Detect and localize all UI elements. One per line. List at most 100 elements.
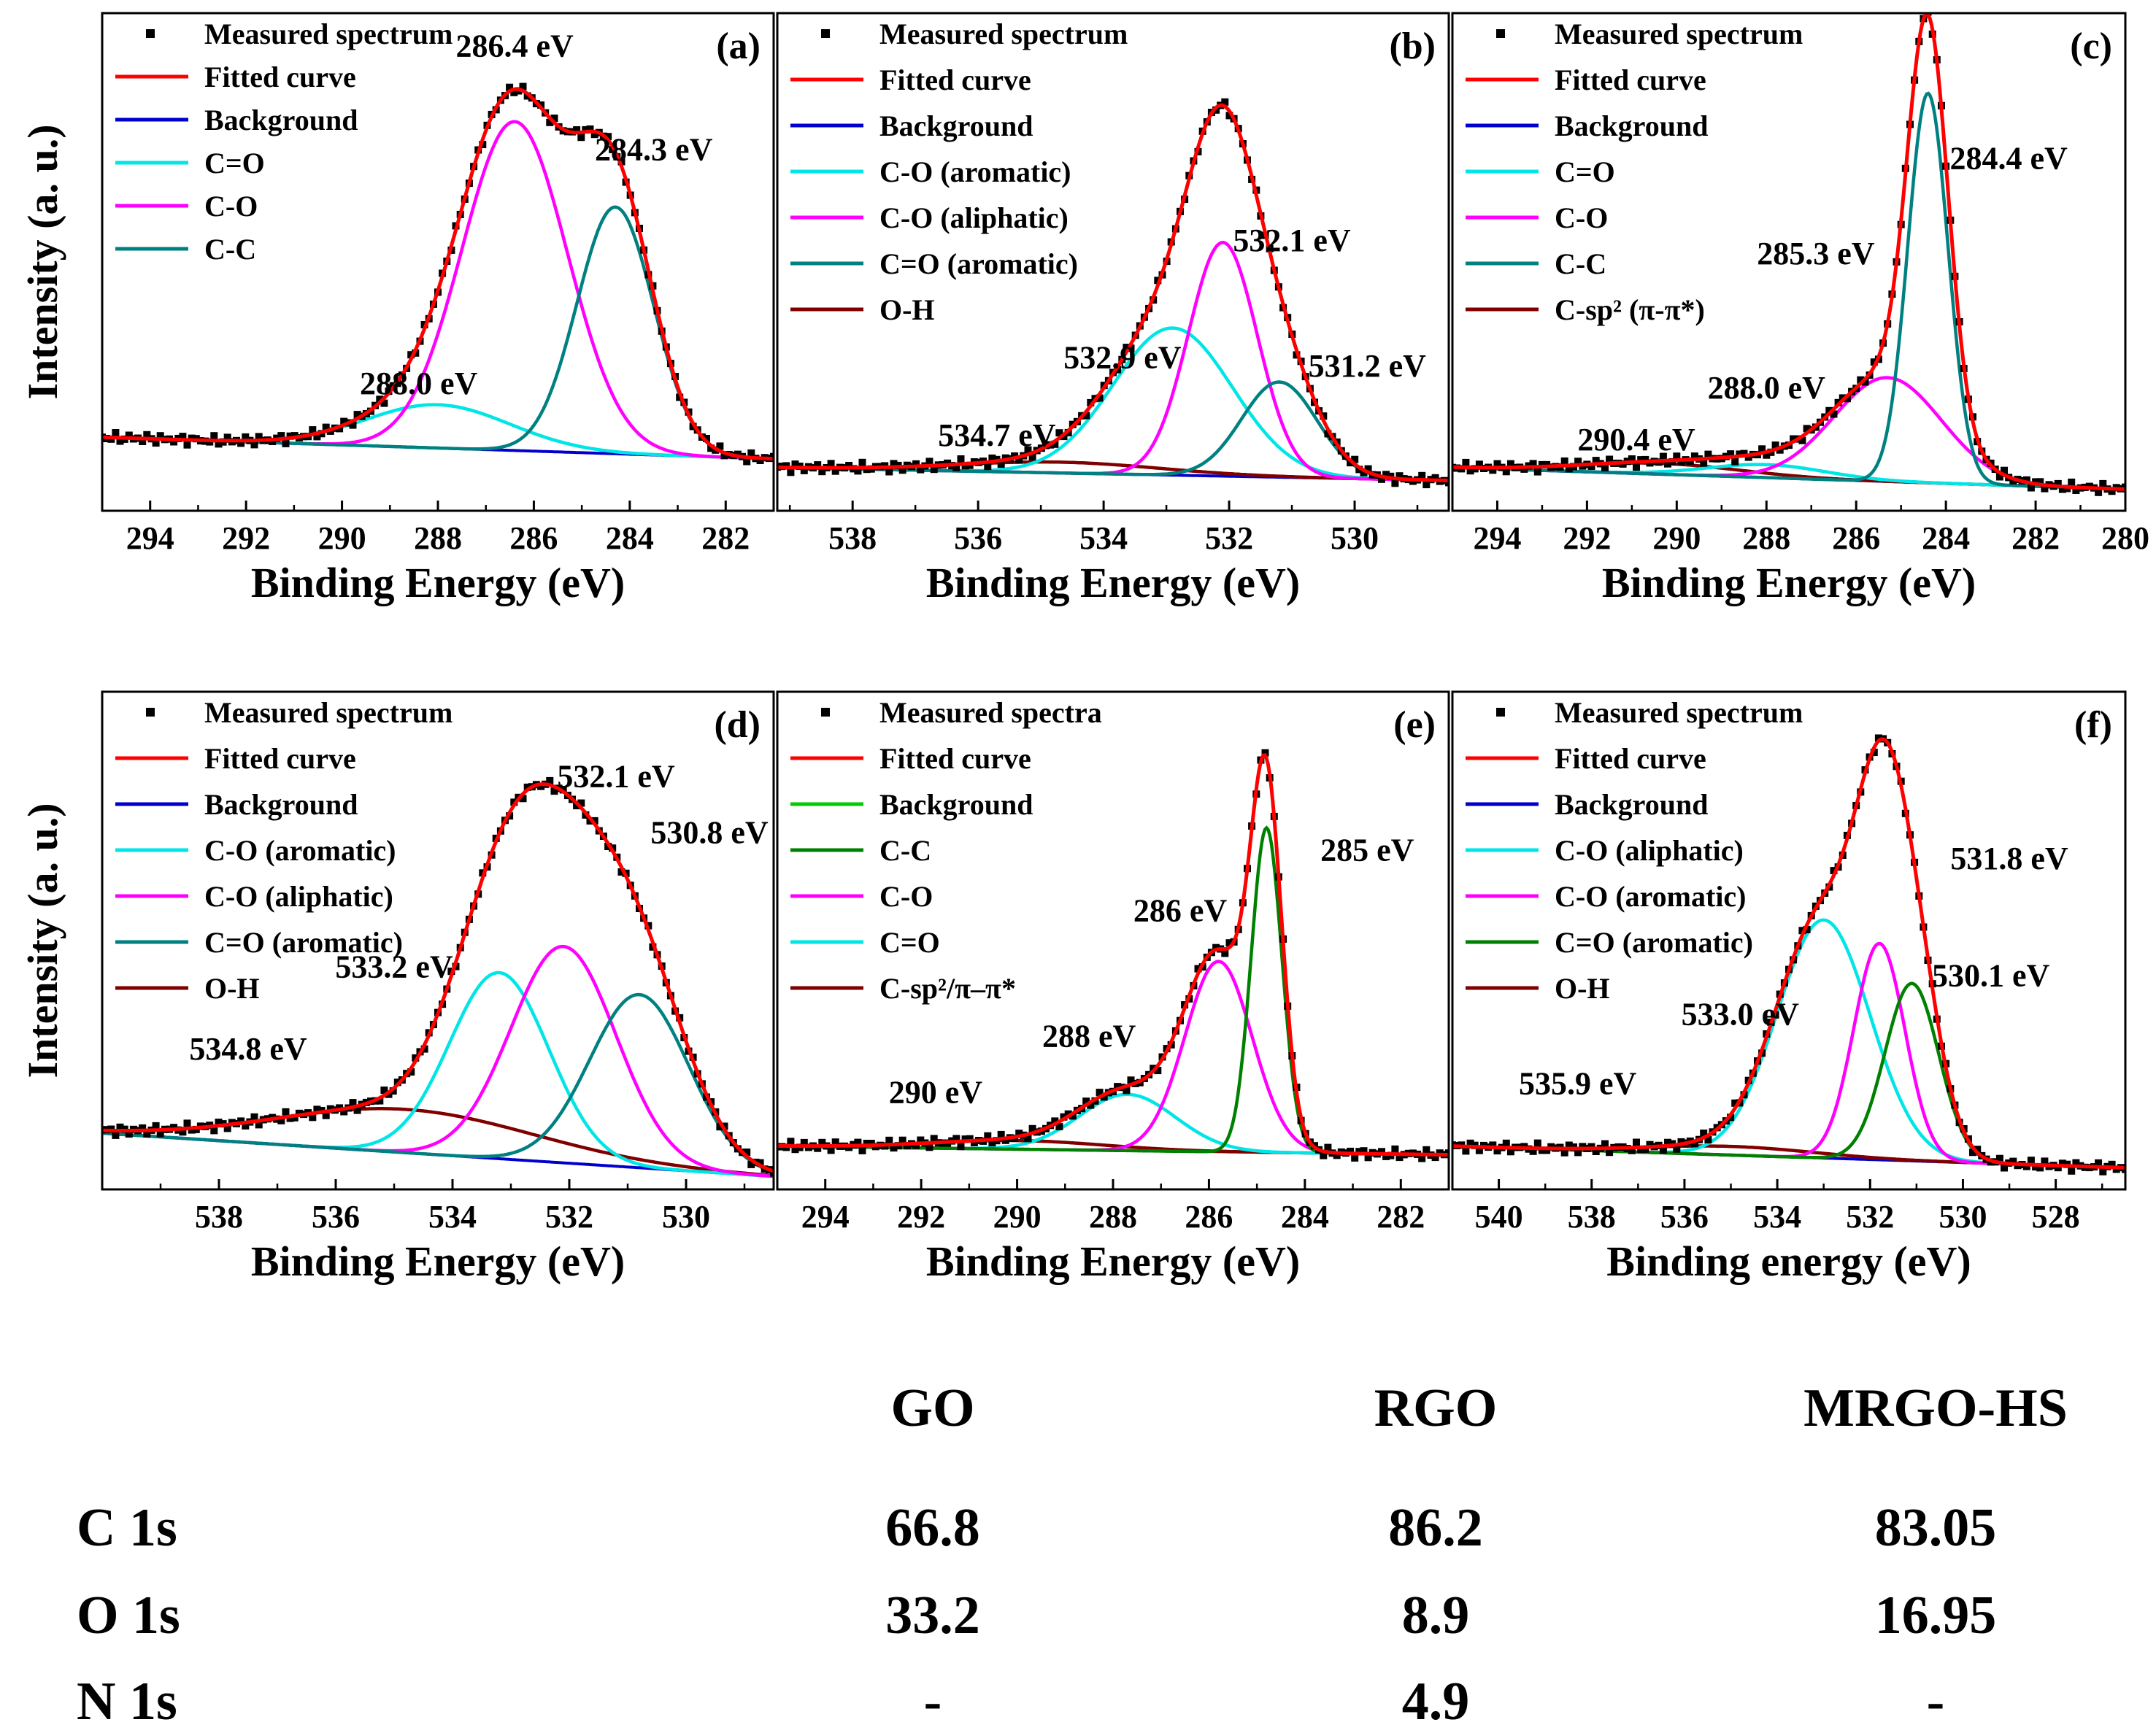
measured-point: [2054, 1164, 2062, 1172]
measured-point: [1641, 1145, 1649, 1153]
measured-point: [1351, 1154, 1359, 1162]
measured-point: [1360, 1147, 1368, 1155]
measured-point: [1382, 471, 1390, 479]
measured-point: [277, 1116, 285, 1124]
x-tick-label: 290: [318, 520, 366, 556]
measured-point: [1466, 1139, 1474, 1147]
legend-entry: O-H: [1555, 972, 1610, 1005]
x-axis-label: Binding Energy (eV): [251, 559, 625, 606]
measured-point: [1731, 458, 1739, 466]
measured-point: [1489, 1141, 1497, 1149]
measured-point: [1096, 1089, 1104, 1097]
y-axis-label: Intensity (a. u.): [19, 124, 66, 399]
measured-point: [1489, 466, 1497, 474]
measured-point: [984, 463, 992, 471]
legend-entry: C=O: [1555, 155, 1615, 188]
measured-point: [2041, 1157, 2049, 1165]
legend-entry: Fitted curve: [1555, 742, 1706, 775]
measured-point: [116, 437, 124, 445]
measured-point: [1378, 1148, 1385, 1156]
x-axis-label: Binding Energy (eV): [1602, 559, 1976, 606]
measured-point: [1587, 463, 1595, 471]
measured-point: [716, 442, 724, 450]
measured-point: [353, 411, 361, 419]
peak-annotation: 288.0 eV: [360, 366, 478, 401]
measured-point: [787, 1138, 795, 1146]
measured-point: [988, 1139, 996, 1147]
panel-label: (b): [1389, 26, 1436, 67]
measured-point: [519, 795, 527, 803]
table-cell-go-o1s: 33.2: [885, 1586, 980, 1645]
measured-point: [340, 1108, 348, 1116]
measured-point: [1995, 473, 2003, 481]
measured-point: [546, 776, 554, 784]
measured-point: [2058, 485, 2066, 493]
measured-point: [818, 468, 826, 476]
measured-point: [1493, 1147, 1501, 1155]
measured-point: [1087, 398, 1095, 406]
panel-1-plot-area: [102, 82, 774, 466]
fitted-curve: [1452, 737, 2125, 1170]
panel-5-frame: [776, 690, 1450, 1191]
legend-marker: [1496, 29, 1505, 38]
legend-entry: Fitted curve: [204, 742, 356, 775]
measured-point: [255, 433, 263, 441]
fitted-curve: [102, 87, 774, 461]
measured-point: [590, 131, 598, 139]
legend-entry: O-H: [204, 972, 260, 1005]
measured-point: [420, 1045, 428, 1053]
measured-point: [770, 452, 774, 460]
measured-point: [282, 439, 290, 447]
measured-point: [912, 460, 920, 468]
measured-point: [376, 395, 384, 404]
legend-entry: C-C: [204, 233, 256, 266]
measured-point: [152, 1122, 160, 1130]
legend-marker: [821, 708, 830, 717]
measured-point: [188, 1126, 196, 1134]
measured-point: [349, 1099, 357, 1107]
measured-point: [1011, 452, 1019, 460]
measured-point: [966, 1135, 974, 1143]
peak-annotation: 533.2 eV: [335, 949, 453, 984]
measured-point: [1646, 1140, 1654, 1149]
measured-point: [590, 817, 598, 825]
measured-point: [854, 467, 862, 475]
measured-point: [716, 1123, 724, 1131]
x-axis-label: Binding Energy (eV): [251, 1238, 625, 1285]
measured-point: [313, 433, 321, 441]
measured-point: [1533, 1139, 1541, 1147]
x-tick-label: 534: [428, 1199, 477, 1235]
legend-entry: O-H: [879, 293, 935, 326]
measured-point: [1364, 1154, 1372, 1162]
measured-point: [1690, 452, 1698, 460]
measured-point: [1798, 927, 1806, 935]
measured-point: [756, 1159, 764, 1167]
measured-point: [791, 460, 799, 468]
measured-point: [2068, 478, 2076, 486]
measured-point: [1776, 446, 1784, 454]
measured-point: [2099, 1167, 2107, 1176]
measured-point: [2068, 1167, 2076, 1175]
x-tick-label: 282: [701, 520, 750, 556]
measured-point: [1843, 395, 1851, 403]
measured-point: [1123, 1086, 1131, 1095]
measured-point: [340, 417, 348, 425]
measured-point: [2027, 484, 2035, 492]
measured-point: [1601, 464, 1609, 472]
x-tick-label: 284: [1281, 1199, 1329, 1235]
legend-entry: C=O (aromatic): [1555, 926, 1753, 959]
legend-entry: C-O (aliphatic): [879, 201, 1069, 234]
measured-point: [912, 1141, 920, 1149]
legend-marker: [821, 29, 830, 38]
measured-point: [1798, 436, 1806, 444]
measured-point: [223, 433, 231, 441]
measured-point: [952, 463, 960, 471]
measured-point: [255, 1121, 263, 1129]
measured-point: [2072, 1159, 2080, 1167]
x-tick-label: 536: [954, 520, 1002, 556]
measured-point: [1633, 1138, 1640, 1146]
peak-annotation: 530.1 eV: [1932, 957, 2050, 993]
measured-point: [1830, 867, 1838, 875]
measured-point: [1212, 943, 1220, 952]
measured-point: [1351, 455, 1359, 463]
